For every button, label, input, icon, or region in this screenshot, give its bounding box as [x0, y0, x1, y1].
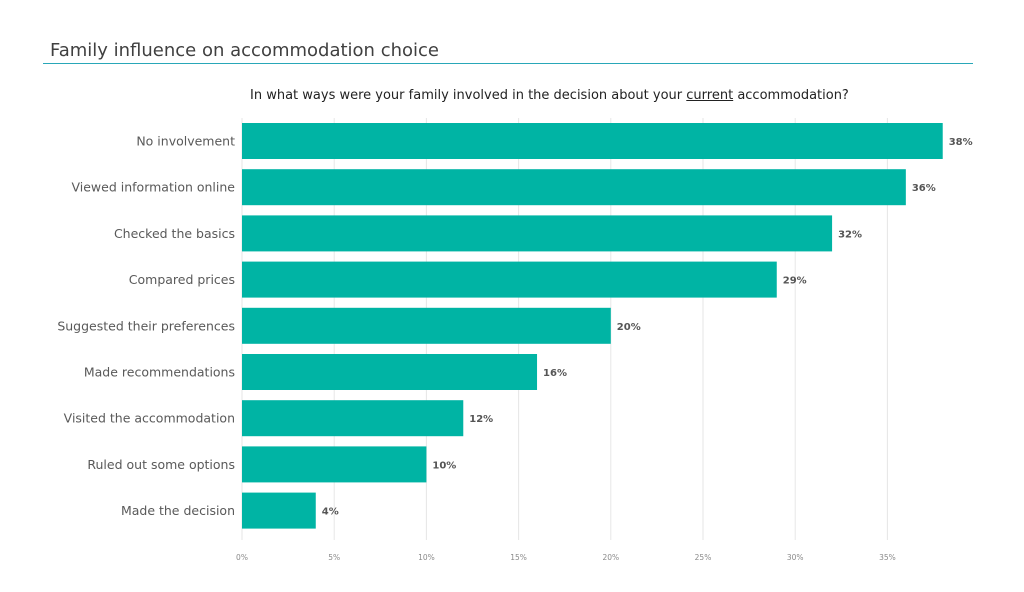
x-tick-label: 0% — [236, 553, 248, 562]
question-prefix: In what ways were your family involved i… — [250, 88, 687, 103]
bar — [242, 215, 833, 252]
bar-layer — [242, 123, 943, 529]
label-layer: No involvement 38% Viewed information onli… — [57, 134, 972, 519]
bar — [242, 446, 427, 483]
value-label: 32% — [838, 229, 862, 240]
value-label: 16% — [543, 368, 567, 379]
category-label: Viewed information online — [71, 180, 235, 195]
category-label: Made the decision — [121, 503, 235, 518]
x-axis-ticks: 0% 5% 10% 15% 20% 25% 30% 35% — [236, 553, 896, 562]
bar — [242, 354, 538, 390]
bar — [242, 400, 464, 437]
x-tick-label: 25% — [695, 553, 712, 562]
chart-title: In what ways were your family involved i… — [250, 88, 849, 103]
bar — [242, 261, 777, 298]
x-tick-label: 15% — [510, 553, 527, 562]
x-tick-label: 20% — [602, 553, 619, 562]
category-label: Ruled out some options — [87, 457, 235, 472]
category-label: Compared prices — [129, 272, 235, 287]
title-divider — [43, 63, 973, 64]
category-label: Suggested their preferences — [57, 318, 235, 333]
value-label: 4% — [322, 507, 339, 518]
x-tick-label: 5% — [328, 553, 340, 562]
value-label: 36% — [912, 183, 936, 194]
value-label: 12% — [469, 414, 493, 425]
value-label: 38% — [949, 137, 973, 148]
x-tick-label: 35% — [879, 553, 896, 562]
category-label: Made recommendations — [84, 365, 235, 380]
page-title: Family influence on accommodation choice — [50, 40, 439, 61]
question-suffix: accommodation? — [733, 88, 849, 103]
bar — [242, 169, 906, 206]
bar — [242, 492, 316, 529]
value-label: 10% — [432, 460, 456, 471]
category-label: No involvement — [136, 134, 235, 149]
category-label: Checked the basics — [114, 226, 235, 241]
bar — [242, 123, 943, 159]
x-tick-label: 30% — [787, 553, 804, 562]
question-emphasis: current — [686, 88, 734, 103]
value-label: 20% — [617, 322, 641, 333]
category-label: Visited the accommodation — [64, 411, 235, 426]
bar — [242, 307, 611, 344]
x-tick-label: 10% — [418, 553, 435, 562]
value-label: 29% — [783, 276, 807, 287]
